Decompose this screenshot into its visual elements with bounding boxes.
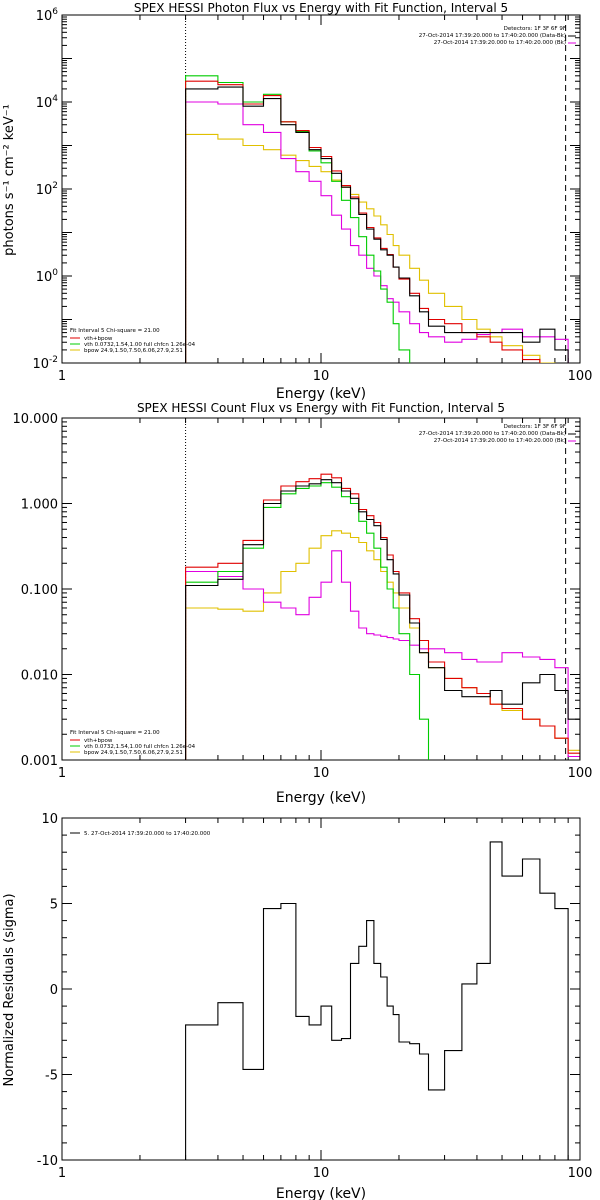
photon-flux-ytick-label: 104 <box>36 94 59 111</box>
residuals-xtick-label: 10 <box>313 1166 330 1181</box>
count-flux-ytick-label: 1.000 <box>21 498 58 513</box>
residuals-xlabel: Energy (keV) <box>276 1186 366 1200</box>
photon-flux-fit-label: Fit Interval 5 Chi-square = 21.00 <box>70 328 160 334</box>
photon-flux-series-bk <box>185 101 569 363</box>
count-flux-xtick-label: 100 <box>568 766 593 781</box>
count-flux-xtick-label: 1 <box>58 766 66 781</box>
count-flux-ytick-label: 10.000 <box>13 412 59 427</box>
count-flux-title: SPEX HESSI Count Flux vs Energy with Fit… <box>137 401 505 415</box>
count-flux-time-data: 27-Oct-2014 17:39:20.000 to 17:40:20.000… <box>419 431 566 437</box>
photon-flux-series-data-bk <box>185 86 569 363</box>
photon-flux-series-bpow <box>185 133 556 363</box>
count-flux-xtick-label: 10 <box>313 766 330 781</box>
count-flux-series-vth-bpow <box>185 473 580 760</box>
photon-flux-title: SPEX HESSI Photon Flux vs Energy with Fi… <box>134 1 508 15</box>
count-flux-time-bk: 27-Oct-2014 17:39:20.000 to 17:40:20.000… <box>434 438 566 444</box>
photon-flux-legend-total: vth+bpow <box>84 336 113 342</box>
photon-flux-ytick-label: 100 <box>36 268 59 285</box>
photon-flux-legend-bpow: bpow 24.9,1.50,7.50,6.06,27.9,2.51 <box>84 348 183 354</box>
residuals-xtick-label: 100 <box>568 1166 593 1181</box>
photon-flux-xlabel: Energy (keV) <box>276 386 366 402</box>
count-flux-series-data-bk <box>185 479 580 760</box>
photon-flux-panel: SPEX HESSI Photon Flux vs Energy with Fi… <box>2 1 593 402</box>
photon-flux-ytick-label: 102 <box>36 181 58 198</box>
photon-flux-xtick-label: 10 <box>313 369 330 384</box>
residuals-xtick-label: 1 <box>58 1166 66 1181</box>
photon-flux-ylabel: photons s⁻¹ cm⁻² keV⁻¹ <box>2 104 17 256</box>
count-flux-ytick-label: 0.100 <box>21 583 58 598</box>
photon-flux-time-data: 27-Oct-2014 17:39:20.000 to 17:40:20.000… <box>419 33 566 39</box>
residuals-ylabel: Normalized Residuals (sigma) <box>2 893 17 1086</box>
residuals-legend-line: 5. 27-Oct-2014 17:39:20.000 to 17:40:20.… <box>84 831 211 837</box>
count-flux-detectors: Detectors: 1F 3F 6F 9F <box>504 424 566 430</box>
count-flux-series-bk <box>185 550 580 760</box>
residuals-ytick-label: 0 <box>50 983 58 998</box>
photon-flux-detectors: Detectors: 1F 3F 6F 9F <box>504 26 566 32</box>
residuals-panel: Energy (keV) Normalized Residuals (sigma… <box>2 812 592 1200</box>
count-flux-series-vth <box>185 482 430 760</box>
photon-flux-series-vth-bpow <box>185 80 541 363</box>
count-flux-ytick-label: 0.010 <box>21 669 58 684</box>
count-flux-ytick-label: 0.001 <box>21 754 58 769</box>
photon-flux-xtick-label: 100 <box>568 369 593 384</box>
photon-flux-ytick-label: 10-2 <box>32 355 58 372</box>
residuals-ytick-label: -5 <box>45 1069 58 1084</box>
count-flux-fit-label: Fit Interval 5 Chi-square = 21.00 <box>70 730 160 736</box>
count-flux-legend-bpow: bpow 24.9,1.50,7.50,6.06,27.9,2.51 <box>84 750 183 756</box>
residuals-series-residuals <box>185 841 569 1160</box>
photon-flux-ytick-label: 106 <box>36 7 59 24</box>
residuals-ytick-label: -10 <box>37 1154 58 1169</box>
count-flux-legend-vth: vth 0.0732,1.54,1.00 full chfcn 1.26e-04 <box>84 744 196 750</box>
count-flux-legend-total: vth+bpow <box>84 738 113 744</box>
residuals-ytick-label: 5 <box>50 898 58 913</box>
photon-flux-time-bk: 27-Oct-2014 17:39:20.000 to 17:40:20.000… <box>434 40 566 46</box>
residuals-ytick-label: 10 <box>41 812 58 827</box>
photon-flux-xtick-label: 1 <box>58 369 66 384</box>
count-flux-panel: SPEX HESSI Count Flux vs Energy with Fit… <box>13 401 593 806</box>
count-flux-xlabel: Energy (keV) <box>276 790 366 806</box>
photon-flux-legend-vth: vth 0.0732,1.54,1.00 full chfcn 1.26e-04 <box>84 342 196 348</box>
